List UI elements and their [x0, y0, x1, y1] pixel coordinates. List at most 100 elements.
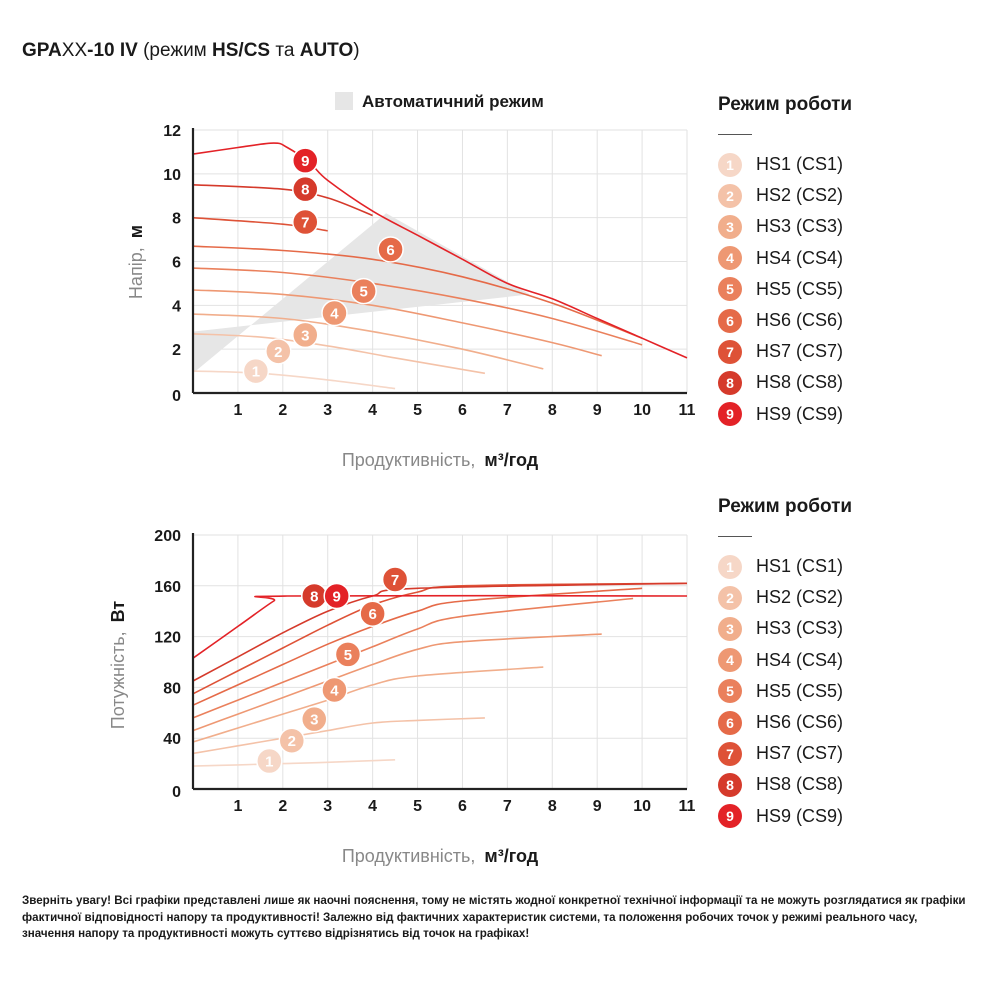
auto-zone-legend-swatch [335, 92, 353, 110]
x-tick-label: 11 [679, 402, 696, 419]
legend-badge: 1 [718, 152, 742, 177]
x-tick-label: 5 [413, 402, 422, 419]
series-marker-circle [334, 641, 362, 668]
y-axis-label-unit: м [126, 225, 146, 238]
series-marker-1: 1 [242, 357, 270, 385]
y-tick-label: 160 [154, 579, 181, 596]
legend-badge: 8 [718, 772, 742, 797]
series-marker-8: 8 [292, 175, 319, 203]
legend-label: HS5 (CS5) [756, 680, 844, 701]
series-line-4 [192, 633, 602, 732]
series-line-2 [192, 333, 486, 375]
legend-item: 2 HS2 (CS2) [718, 180, 852, 211]
x-tick-label: 9 [593, 402, 602, 419]
legend-label: HS7 (CS7) [756, 341, 844, 362]
y-tick-label: 200 [154, 528, 181, 545]
x-tick-label: 10 [633, 798, 651, 815]
auto-zone-legend-label: Автоматичний режим [362, 92, 544, 111]
series-line-3 [192, 313, 544, 370]
series-marker-label: 5 [344, 647, 352, 664]
series-marker-7: 7 [381, 566, 409, 593]
legend-label: HS2 (CS2) [756, 587, 844, 608]
legend-title: Режим роботи [718, 496, 853, 517]
series-marker-circle [321, 299, 348, 327]
legend-badge: 7 [718, 339, 742, 364]
y-tick-label: 40 [163, 731, 181, 748]
series-marker-label: 3 [301, 327, 309, 344]
legend-label: HS6 (CS6) [756, 310, 844, 331]
x-tick-label: 2 [278, 402, 287, 419]
y-tick-label: 12 [163, 123, 181, 140]
title-part-auto: AUTO [299, 40, 354, 61]
legend-item: 1 HS1 (CS1) [718, 551, 852, 582]
disclaimer-note: Зверніть увагу! Всі графіки представлені… [22, 894, 966, 940]
legend-item: 3 HS3 (CS3) [718, 211, 852, 242]
series-marker-circle [292, 147, 319, 174]
legend-item: 5 HS5 (CS5) [718, 274, 852, 305]
legend-item: 9 HS9 (CS9) [718, 801, 852, 832]
series-marker-2: 2 [265, 338, 292, 365]
series-marker-label: 9 [301, 153, 309, 170]
series-marker-circle [323, 582, 350, 610]
legend-item: 4 HS4 (CS4) [718, 243, 852, 274]
y-tick-label: 8 [172, 211, 181, 228]
series-marker-circle [350, 277, 377, 305]
x-tick-label: 6 [458, 402, 467, 419]
series-marker-label: 6 [368, 606, 376, 623]
legend-badge: 2 [718, 183, 742, 208]
series-marker-circle [359, 600, 386, 627]
head-legend: Режим роботи 1 HS1 (CS1) 2 HS2 (CS2) 3 HS3 (C… [718, 94, 852, 430]
series-marker-circle [377, 236, 404, 263]
legend-item: 5 HS5 (CS5) [718, 676, 852, 707]
series-marker-circle [301, 705, 328, 733]
legend-item: 7 HS7 (CS7) [718, 738, 852, 769]
x-axis-label-text: Продуктивність, [342, 450, 476, 470]
legend-label: HS5 (CS5) [756, 278, 844, 299]
series-marker-label: 5 [359, 284, 367, 301]
y-tick-label: 0 [172, 784, 181, 801]
legend-badge: 4 [718, 648, 742, 673]
series-marker-label: 2 [274, 344, 282, 361]
power-legend: Режим роботи 1 HS1 (CS1) 2 HS2 (CS2) 3 HS3 (C… [718, 496, 852, 832]
series-marker-label: 4 [330, 682, 339, 699]
legend-divider [718, 134, 752, 135]
series-marker-label: 1 [252, 364, 260, 381]
x-axis-label: Продуктивність, м³/год [342, 846, 539, 866]
legend-label: HS3 (CS3) [756, 618, 844, 639]
title-part-model: GPA [22, 40, 62, 61]
legend-label: HS8 (CS8) [756, 372, 844, 393]
series-marker-9: 9 [292, 147, 319, 174]
y-axis-label: Потужність, Вт [108, 601, 128, 730]
x-tick-label: 8 [548, 402, 557, 419]
x-tick-label: 3 [323, 402, 332, 419]
x-tick-label: 9 [593, 798, 602, 815]
x-tick-label: 1 [233, 402, 242, 419]
x-axis-label: Продуктивність, м³/год [342, 450, 539, 470]
x-axis-label-text: Продуктивність, [342, 846, 476, 866]
series-marker-3: 3 [301, 705, 328, 733]
x-tick-label: 6 [458, 798, 467, 815]
x-tick-label: 1 [233, 798, 242, 815]
y-tick-label: 80 [163, 680, 181, 697]
series-marker-7: 7 [292, 208, 319, 236]
series-marker-circle [381, 566, 409, 593]
x-tick-label: 11 [679, 798, 696, 815]
series-line-2 [192, 717, 485, 755]
series-marker-3: 3 [292, 321, 319, 349]
legend-badge: 3 [718, 214, 742, 239]
y-tick-label: 10 [163, 167, 181, 184]
legend-badge: 9 [718, 402, 742, 427]
legend-badge: 4 [718, 246, 742, 271]
series-marker-label: 6 [386, 242, 394, 259]
series-marker-label: 7 [391, 572, 399, 589]
series-marker-8: 8 [301, 582, 328, 610]
series-marker-label: 4 [330, 306, 339, 323]
y-axis-label-text: Напір, [126, 247, 146, 299]
x-tick-label: 2 [278, 798, 287, 815]
x-tick-label: 8 [548, 798, 557, 815]
series-line-7 [192, 216, 328, 232]
series-line-1 [192, 370, 396, 390]
x-tick-label: 5 [413, 798, 422, 815]
